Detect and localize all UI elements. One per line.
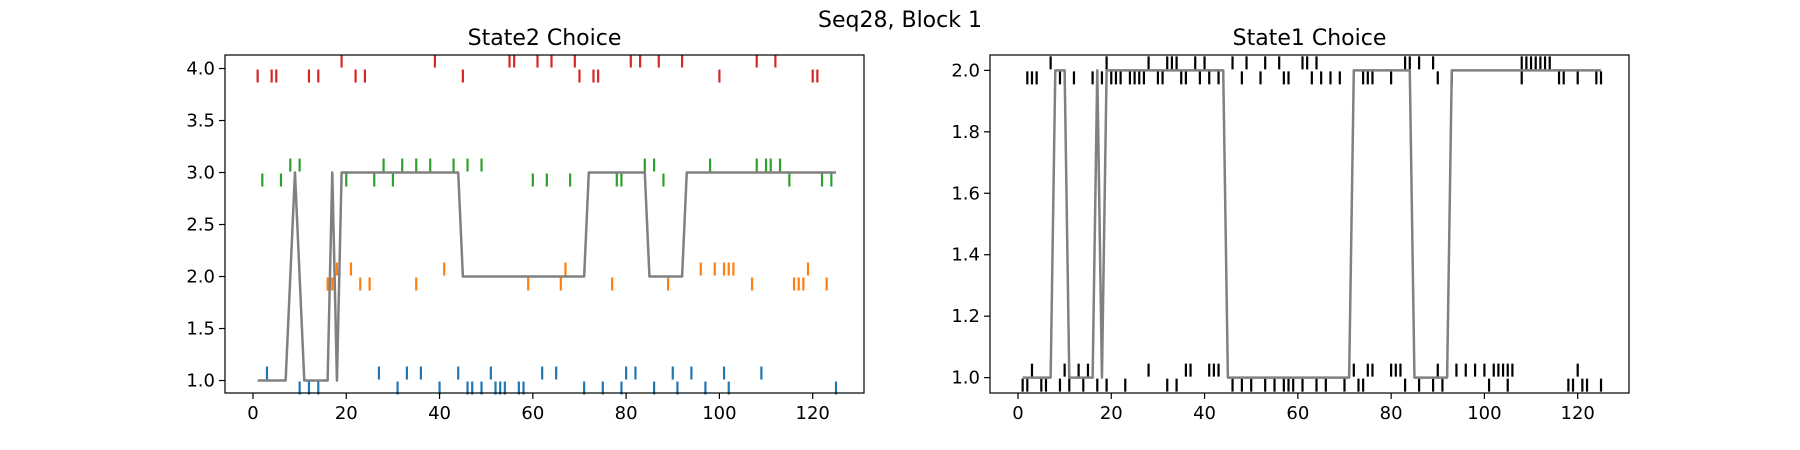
y-tick-label: 4.0 [186, 59, 215, 80]
y-tick-label: 2.0 [186, 267, 215, 288]
x-tick-label: 20 [335, 403, 358, 424]
x-tick-label: 100 [702, 403, 736, 424]
x-tick-label: 100 [1467, 403, 1501, 424]
y-tick-label: 1.2 [951, 306, 980, 327]
y-tick-label: 1.0 [951, 368, 980, 389]
plot-title: State2 Choice [468, 26, 622, 51]
y-tick-label: 1.4 [951, 245, 980, 266]
x-tick-label: 80 [615, 403, 638, 424]
y-tick-label: 2.0 [951, 60, 980, 81]
y-tick-label: 1.8 [951, 122, 980, 143]
x-tick-label: 80 [1380, 403, 1403, 424]
choice-line [257, 171, 837, 382]
y-tick-label: 3.0 [186, 163, 215, 184]
y-tick-label: 3.5 [186, 111, 215, 132]
x-tick-label: 60 [1286, 403, 1309, 424]
x-tick-label: 20 [1100, 403, 1123, 424]
y-tick-label: 1.0 [186, 371, 215, 392]
x-tick-label: 40 [1193, 403, 1216, 424]
state2-choice-plot: State2 Choice 0 20 40 60 80 100 120 1.0 1.5 2.0 2.5… [186, 26, 865, 424]
axes-frame [224, 54, 865, 394]
choice-line [1022, 69, 1602, 379]
x-tick-label: 120 [796, 403, 830, 424]
plot-title: State1 Choice [1233, 26, 1387, 51]
y-tick-label: 1.5 [186, 319, 215, 340]
x-tick-label: 0 [247, 403, 258, 424]
figure-suptitle: Seq28, Block 1 [818, 8, 982, 33]
x-tick-label: 60 [521, 403, 544, 424]
y-tick-label: 1.6 [951, 183, 980, 204]
state1-choice-plot: State1 Choice 0 20 40 60 80 100 120 1.0 1.2 1.4 1.6… [951, 26, 1630, 424]
y-tick-label: 2.5 [186, 215, 215, 236]
x-tick-label: 40 [428, 403, 451, 424]
x-tick-label: 120 [1561, 403, 1595, 424]
axes-frame [989, 54, 1630, 394]
x-tick-label: 0 [1012, 403, 1023, 424]
